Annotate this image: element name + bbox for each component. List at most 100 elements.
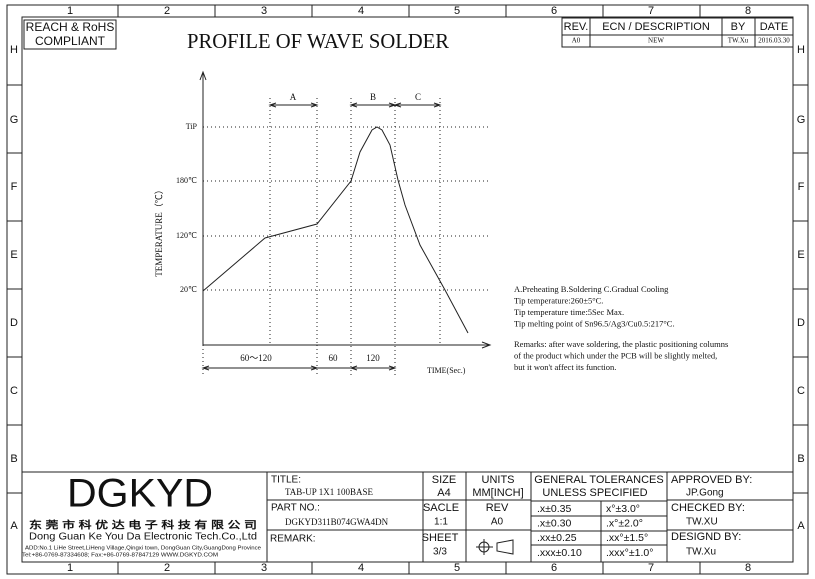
zone-label: A bbox=[290, 92, 297, 102]
zone-column: 3 bbox=[261, 5, 267, 17]
label: A0 bbox=[491, 517, 504, 528]
company-en: Dong Guan Ke You Da Electronic Tech.Co.,… bbox=[29, 532, 257, 543]
label: 1:1 bbox=[434, 517, 448, 528]
logo: DGKYD bbox=[67, 472, 213, 516]
zone-row: G bbox=[797, 114, 806, 126]
label: JP.Gong bbox=[686, 488, 724, 499]
label: TW.XU bbox=[686, 517, 718, 528]
compliance-box bbox=[23, 19, 117, 50]
zone-column: 5 bbox=[454, 5, 460, 17]
zone-row: D bbox=[797, 317, 805, 329]
zone-row: B bbox=[797, 453, 804, 465]
label: UNITS bbox=[482, 474, 515, 486]
label: REMARK: bbox=[270, 534, 316, 545]
compliance: REACH & RoHS bbox=[26, 20, 115, 34]
label: SIZE bbox=[432, 474, 456, 486]
zone-row: H bbox=[797, 44, 805, 56]
duration: 120 bbox=[366, 353, 380, 363]
revision-table bbox=[561, 17, 794, 48]
label: SACLE bbox=[423, 502, 459, 514]
guide-lines bbox=[202, 98, 490, 375]
zone-column: 1 bbox=[67, 5, 73, 17]
note: Tip melting point of Sn96.5/Ag3/Cu0.5:21… bbox=[514, 318, 675, 328]
zone-column: 1 bbox=[67, 562, 73, 574]
x-axis-label: TIME(Sec.) bbox=[427, 366, 466, 375]
remark: of the product which under the PCB will … bbox=[514, 350, 717, 360]
company-cn: 东 莞 市 科 优 达 电 子 科 技 有 限 公 司 bbox=[29, 519, 257, 532]
drawing-title: PROFILE OF WAVE SOLDER bbox=[187, 29, 449, 53]
zone-column: 6 bbox=[551, 5, 557, 17]
title-block bbox=[22, 471, 793, 562]
arrow bbox=[481, 341, 492, 349]
label: REV bbox=[486, 502, 509, 514]
label: .x±0.35 bbox=[537, 503, 572, 515]
profile-curve bbox=[202, 126, 469, 334]
zone-row: A bbox=[10, 520, 18, 532]
company-address: ADD:No.1 LiHe Street,LiHeng Village,Qing… bbox=[25, 545, 261, 551]
label: x°±3.0° bbox=[606, 503, 640, 515]
label: .x°±2.0° bbox=[606, 517, 643, 529]
zone-row: G bbox=[10, 114, 19, 126]
zone-row: H bbox=[10, 44, 18, 56]
label: DESIGND BY: bbox=[671, 531, 741, 543]
temp-label: 120℃ bbox=[176, 231, 197, 240]
zone-row: D bbox=[10, 317, 18, 329]
rev-header: BY bbox=[731, 21, 746, 33]
rev-header: ECN / DESCRIPTION bbox=[602, 21, 710, 33]
remark: but it won't affect its function. bbox=[514, 362, 616, 372]
zone-column: 4 bbox=[358, 5, 364, 17]
temp-label: 180℃ bbox=[176, 176, 197, 185]
label: .xx°±1.5° bbox=[606, 532, 648, 544]
label: UNLESS SPECIFIED bbox=[542, 487, 647, 499]
zone-row: B bbox=[10, 453, 17, 465]
label: DGKYD311B074GWA4DN bbox=[285, 517, 389, 527]
remark: Remarks: after wave soldering, the plast… bbox=[514, 339, 728, 349]
note: A.Preheating B.Soldering C.Gradual Cooli… bbox=[514, 284, 669, 294]
temp-label: TiP bbox=[186, 122, 198, 131]
zone-column: 2 bbox=[164, 5, 170, 17]
zone-column: 2 bbox=[164, 562, 170, 574]
label: TITLE: bbox=[271, 475, 301, 486]
y-axis-label: TEMPERATURE（℃） bbox=[154, 185, 164, 277]
zone-row: E bbox=[797, 249, 804, 261]
zone-column: 5 bbox=[454, 562, 460, 574]
label: TW.Xu bbox=[686, 547, 716, 558]
label: TAB-UP 1X1 100BASE bbox=[285, 487, 373, 497]
note: Tip temperature time:5Sec Max. bbox=[514, 307, 624, 317]
label: .xx±0.25 bbox=[537, 532, 577, 544]
label: GENERAL TOLERANCES bbox=[534, 474, 663, 486]
zone-row: C bbox=[10, 385, 18, 397]
compliance: COMPLIANT bbox=[35, 34, 106, 48]
zone-row: F bbox=[11, 181, 18, 193]
label: SHEET bbox=[422, 532, 459, 544]
dimension-lines bbox=[201, 102, 442, 371]
company-contact: Tel:+86-0769-87334608; Fax:+86-0769-8784… bbox=[22, 552, 218, 558]
zone-column: 7 bbox=[648, 562, 654, 574]
duration: 60～120 bbox=[240, 353, 272, 363]
label: 3/3 bbox=[433, 547, 447, 558]
label: MM[INCH] bbox=[472, 487, 523, 499]
rev-cell: A0 bbox=[572, 37, 581, 45]
rev-header: REV. bbox=[564, 21, 589, 33]
zone-column: 4 bbox=[358, 562, 364, 574]
zone-row: E bbox=[10, 249, 17, 261]
label: CHECKED BY: bbox=[671, 502, 745, 514]
duration: 60 bbox=[329, 353, 339, 363]
zone-row: F bbox=[798, 181, 805, 193]
zone-row: A bbox=[797, 520, 805, 532]
zone-column: 8 bbox=[745, 5, 751, 17]
rev-cell: 2016.03.30 bbox=[758, 37, 790, 45]
label: A4 bbox=[437, 487, 450, 499]
rev-header: DATE bbox=[760, 21, 789, 33]
zone-column: 8 bbox=[745, 562, 751, 574]
zone-column: 6 bbox=[551, 562, 557, 574]
label: .xxx±0.10 bbox=[537, 547, 582, 559]
rev-cell: NEW bbox=[648, 37, 664, 45]
arrow bbox=[199, 70, 207, 81]
label: .x±0.30 bbox=[537, 517, 572, 529]
zone-column: 7 bbox=[648, 5, 654, 17]
temp-label: 20℃ bbox=[180, 285, 197, 294]
rev-cell: TW.Xu bbox=[728, 37, 749, 45]
zone-label: B bbox=[370, 92, 376, 102]
